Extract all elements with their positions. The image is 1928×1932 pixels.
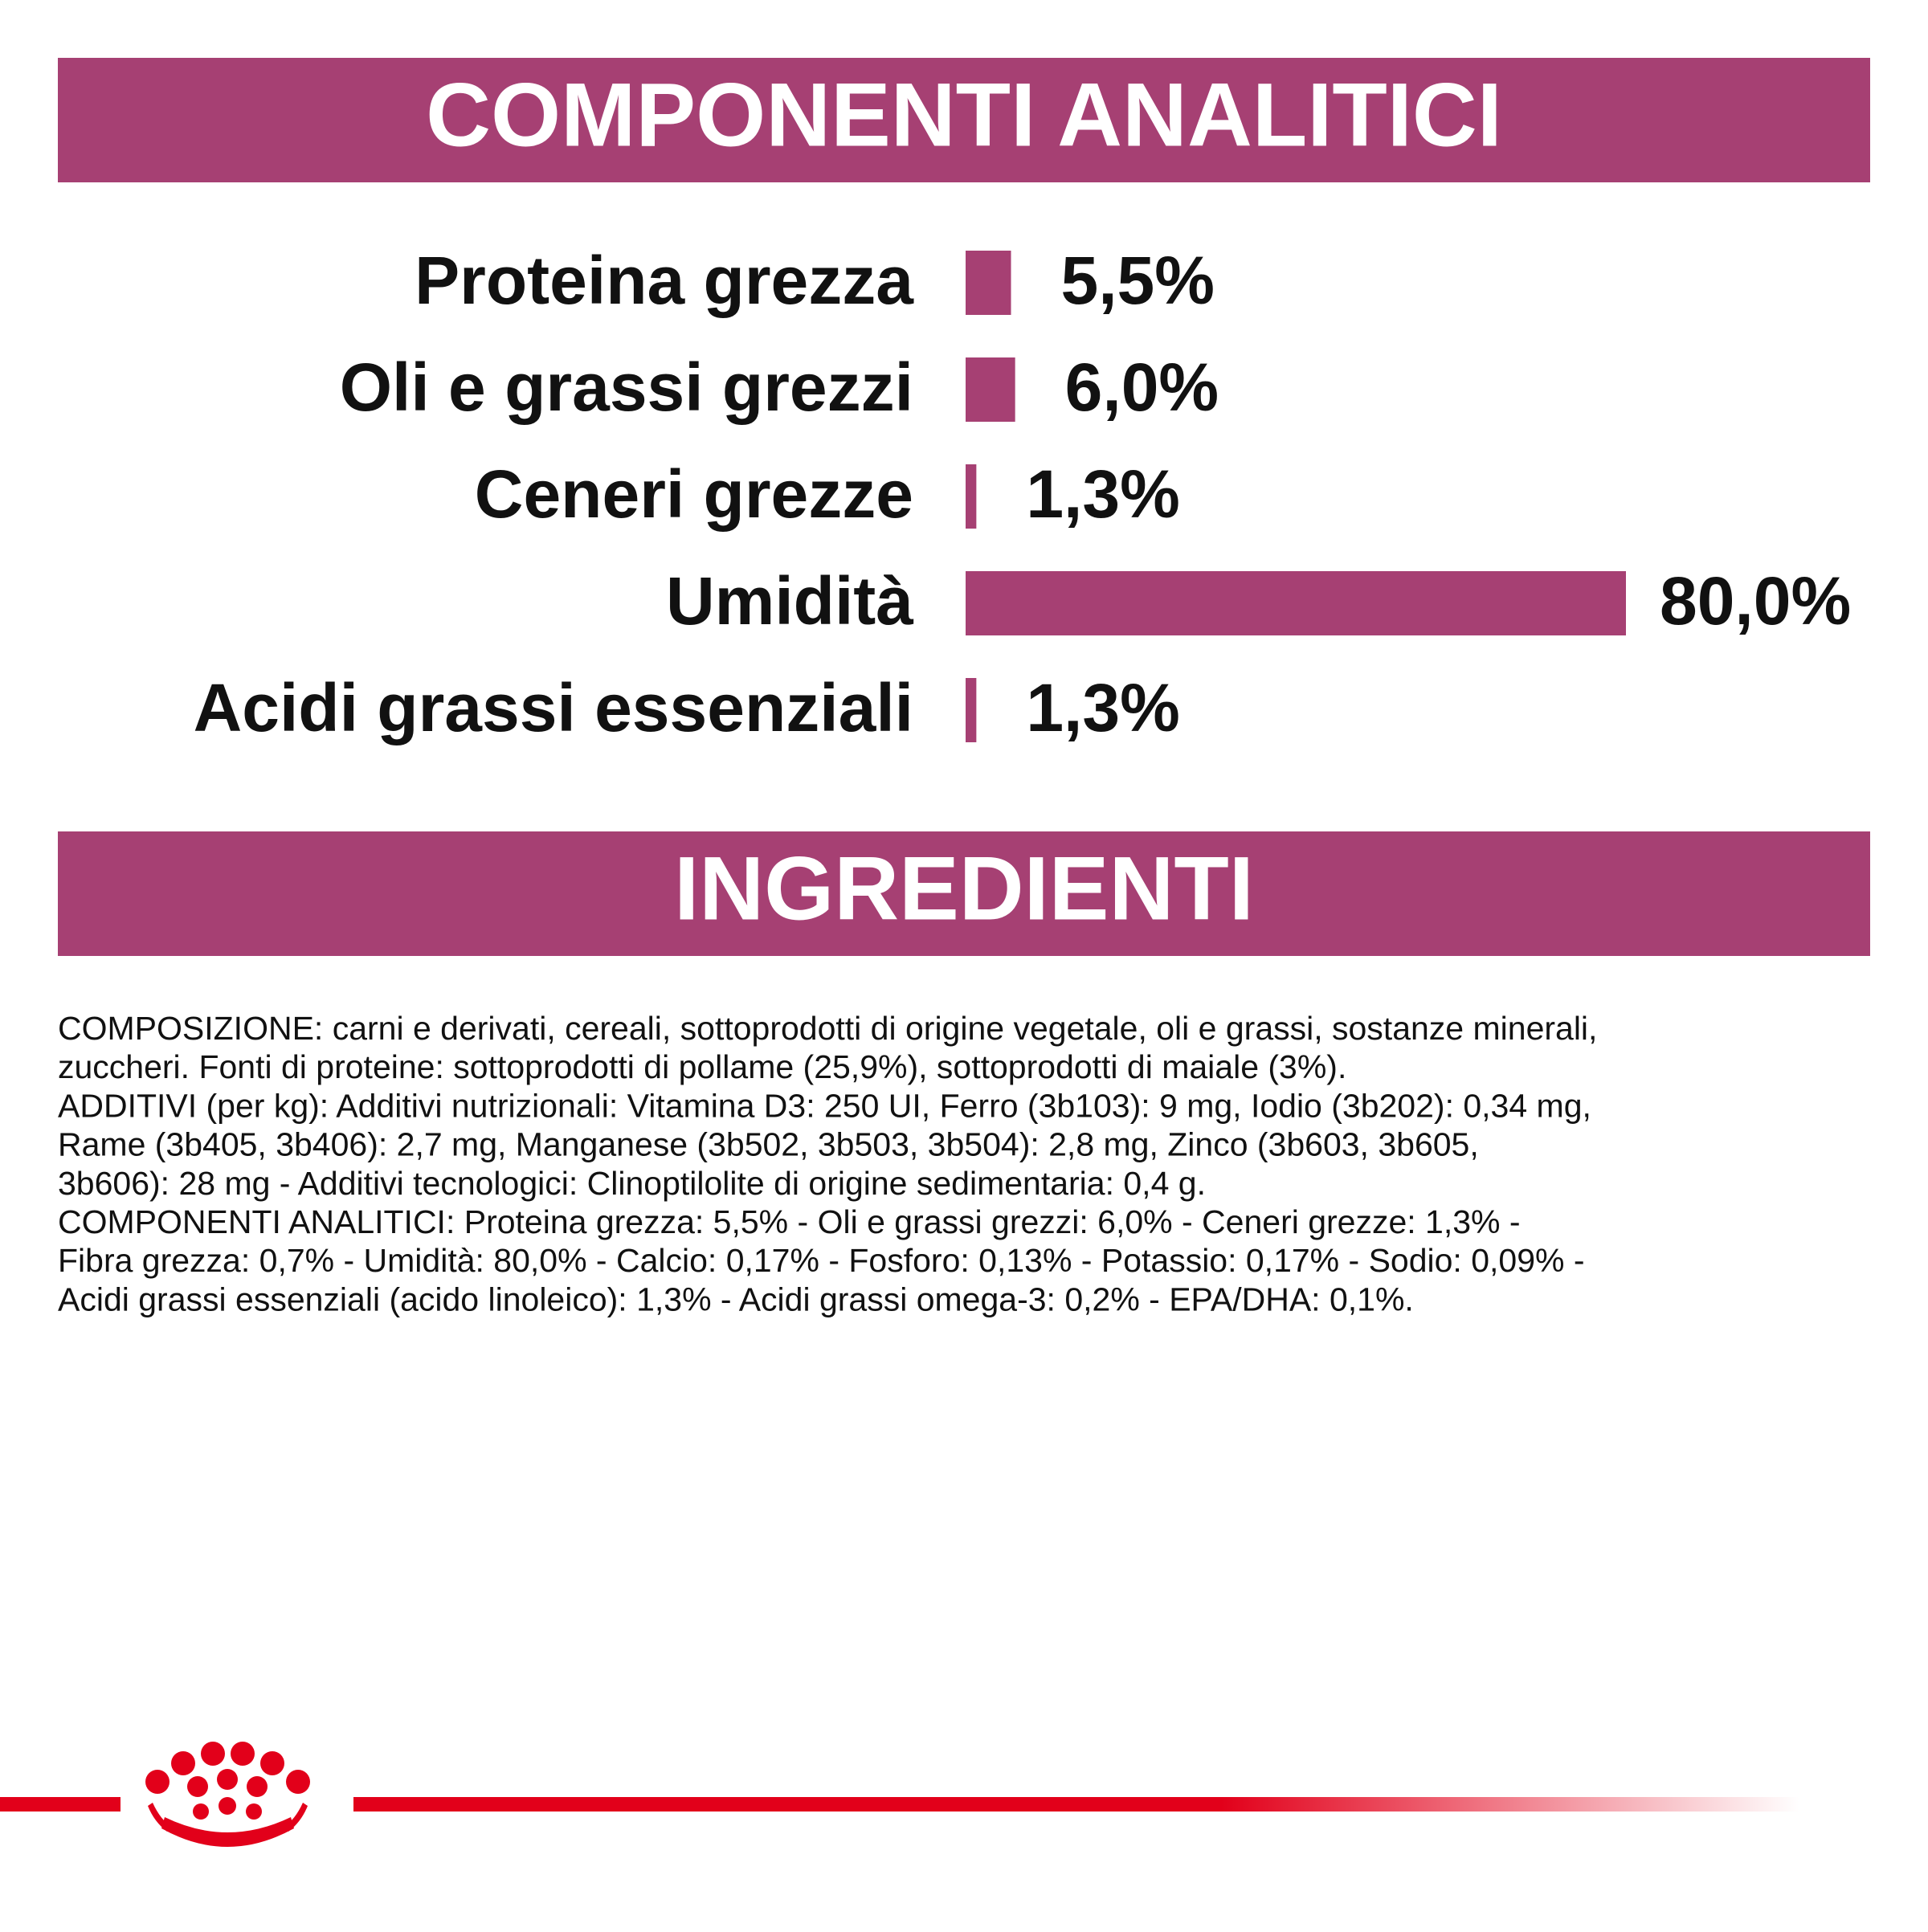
brand-line — [353, 1797, 1799, 1812]
crown — [145, 1742, 310, 1847]
category-label: Acidi grassi essenziali — [194, 670, 913, 745]
category-label: Proteina grezza — [415, 243, 914, 318]
header-band — [58, 58, 1870, 182]
text-line: zuccheri. Fonti di proteine: sottoprodot… — [58, 1048, 1346, 1085]
value-label: 1,3% — [1026, 670, 1179, 745]
bar — [966, 464, 977, 529]
ingredients-text: COMPOSIZIONE: carni e derivati, cereali,… — [58, 1010, 1597, 1317]
bar — [966, 571, 1626, 635]
header-band — [58, 831, 1870, 956]
category-label: Umidità — [666, 563, 913, 639]
section-title: INGREDIENTI — [674, 839, 1254, 939]
bar — [966, 678, 977, 742]
category-label: Oli e grassi grezzi — [340, 349, 913, 425]
chart-title: COMPONENTI ANALITICI — [426, 65, 1502, 165]
value-label: 6,0% — [1065, 349, 1219, 425]
value-label: 80,0% — [1660, 563, 1851, 639]
text-line: Acidi grassi essenziali (acido linoleico… — [58, 1281, 1414, 1317]
bar — [966, 357, 1015, 422]
bar-chart: Proteina grezza 5,5% Oli e grassi grezzi 6,… — [194, 243, 1852, 745]
text-line: 3b606): 28 mg - Additivi tecnologici: Cl… — [58, 1165, 1206, 1202]
text-line: Rame (3b405, 3b406): 2,7 mg, Manganese (… — [58, 1126, 1479, 1163]
bar — [966, 251, 1011, 315]
text-line: COMPOSIZIONE: carni e derivati, cereali,… — [58, 1010, 1597, 1047]
brand-line — [0, 1797, 120, 1812]
text-line: Fibra grezza: 0,7% - Umidità: 80,0% - Ca… — [58, 1242, 1585, 1279]
text-line: COMPONENTI ANALITICI: Proteina grezza: 5… — [58, 1203, 1521, 1240]
value-label: 1,3% — [1026, 456, 1179, 532]
brand-logo — [0, 1742, 1799, 1847]
value-label: 5,5% — [1061, 243, 1215, 318]
category-label: Ceneri grezze — [475, 456, 913, 532]
text-line: ADDITIVI (per kg): Additivi nutrizionali… — [58, 1087, 1591, 1124]
